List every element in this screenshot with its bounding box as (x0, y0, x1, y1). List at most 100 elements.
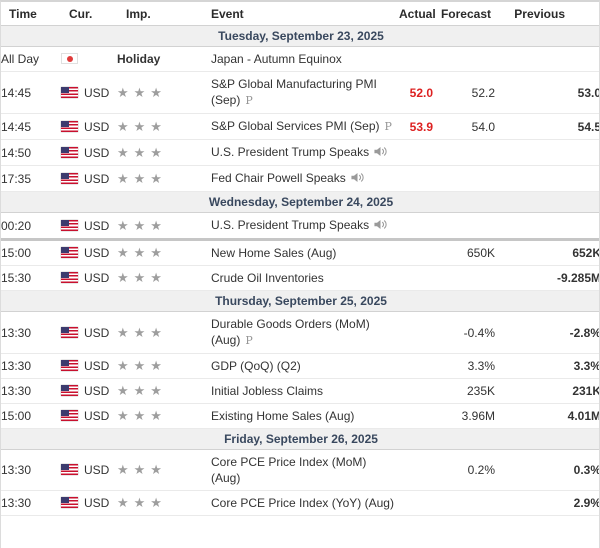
speaker-icon (374, 218, 387, 234)
event-cell: Existing Home Sales (Aug) (211, 403, 399, 429)
forecast-value: 0.2% (433, 449, 495, 491)
event-time: 13:30 (1, 449, 61, 491)
us-flag-icon (61, 272, 78, 283)
date-header-row: Wednesday, September 24, 2025 (1, 191, 599, 213)
event-title[interactable]: Core PCE Price Index (YoY) (Aug) (211, 496, 394, 510)
us-flag-icon (61, 120, 78, 132)
previous-value: 53.0 (495, 71, 599, 114)
importance-cell: ★★★ (117, 212, 211, 241)
forecast-value (433, 165, 495, 192)
importance-stars: ★★★ (117, 144, 167, 160)
event-time: 00:20 (1, 212, 61, 241)
actual-value (399, 46, 433, 72)
importance-cell: ★★★ (117, 165, 211, 192)
currency-cell: USD (61, 311, 117, 354)
forecast-value: 52.2 (433, 71, 495, 114)
event-title[interactable]: New Home Sales (Aug) (211, 246, 337, 260)
event-time: 13:30 (1, 311, 61, 354)
event-title[interactable]: U.S. President Trump Speaks (211, 218, 370, 232)
event-row: 13:30 USD ★★★ Initial Jobless Claims 235K 231… (1, 378, 599, 404)
event-time: 17:35 (1, 165, 61, 192)
date-header: Thursday, September 25, 2025 (1, 290, 599, 312)
forecast-value (433, 139, 495, 166)
previous-value: 3.3% (495, 353, 599, 379)
importance-stars: ★★★ (117, 270, 167, 285)
previous-value (495, 46, 599, 72)
actual-value (399, 353, 433, 379)
actual-value (399, 239, 433, 266)
us-flag-icon (61, 464, 78, 475)
event-time: 15:00 (1, 239, 61, 266)
event-time: 15:30 (1, 265, 61, 291)
previous-value (495, 212, 599, 241)
forecast-value (433, 212, 495, 241)
importance-stars: ★★★ (117, 324, 167, 340)
event-row: 17:35 USD ★★★ Fed Chair Powell Speaks (1, 165, 599, 192)
column-header-importance: Imp. (126, 7, 151, 21)
currency-cell: USD (61, 139, 117, 166)
actual-value (399, 311, 433, 354)
preliminary-icon: P (245, 334, 253, 347)
event-row: 14:50 USD ★★★ U.S. President Trump Speaks (1, 139, 599, 166)
importance-cell: ★★★ (117, 353, 211, 379)
importance-stars: ★★★ (117, 170, 167, 186)
event-cell: Core PCE Price Index (YoY) (Aug) (211, 490, 399, 516)
event-title[interactable]: S&P Global Manufacturing PMI (Sep) (211, 77, 377, 107)
event-cell: S&P Global Manufacturing PMI (Sep) P (211, 71, 399, 114)
actual-value (399, 490, 433, 516)
us-flag-icon (61, 410, 78, 421)
date-header-row: Thursday, September 25, 2025 (1, 290, 599, 312)
event-title[interactable]: GDP (QoQ) (Q2) (211, 359, 301, 373)
event-title[interactable]: Existing Home Sales (Aug) (211, 409, 355, 423)
currency-label: USD (84, 85, 110, 100)
importance-stars: ★★★ (117, 495, 167, 510)
event-title[interactable]: U.S. President Trump Speaks (211, 145, 370, 159)
currency-label: USD (84, 384, 110, 398)
forecast-value (433, 490, 495, 516)
previous-value: 231K (495, 378, 599, 404)
actual-value (399, 449, 433, 491)
previous-value: 652K (495, 239, 599, 266)
us-flag-icon (61, 385, 78, 396)
importance-stars: ★★★ (117, 217, 167, 233)
event-title[interactable]: Initial Jobless Claims (211, 384, 324, 398)
currency-cell: USD (61, 165, 117, 192)
event-cell: U.S. President Trump Speaks (211, 139, 399, 166)
event-time: 14:45 (1, 71, 61, 114)
importance-cell: ★★★ (117, 71, 211, 114)
column-header-actual: Actual (399, 7, 436, 21)
us-flag-icon (61, 146, 78, 158)
importance-stars: ★★★ (117, 408, 167, 423)
event-title[interactable]: S&P Global Services PMI (Sep) (211, 119, 380, 133)
currency-label: USD (84, 145, 110, 160)
event-title[interactable]: Durable Goods Orders (MoM) (Aug) (211, 317, 370, 347)
event-row: 00:20 USD ★★★ U.S. President Trump Speaks (1, 212, 599, 241)
event-cell: Core PCE Price Index (MoM) (Aug) (211, 449, 399, 491)
event-row: 15:00 USD ★★★ Existing Home Sales (Aug) 3.96… (1, 403, 599, 429)
column-header-time: Time (9, 7, 37, 21)
currency-cell: USD (61, 71, 117, 114)
holiday-badge: Holiday (117, 52, 161, 66)
event-time: 14:50 (1, 139, 61, 166)
actual-value: 53.9 (399, 113, 433, 140)
event-row: 13:30 USD ★★★ Core PCE Price Index (YoY) (A… (1, 490, 599, 516)
previous-value (495, 165, 599, 192)
us-flag-icon (61, 219, 78, 231)
us-flag-icon (61, 360, 78, 371)
currency-label: USD (84, 119, 110, 134)
event-title[interactable]: Fed Chair Powell Speaks (211, 171, 346, 185)
actual-value (399, 378, 433, 404)
event-title[interactable]: Crude Oil Inventories (211, 271, 324, 285)
previous-value: 2.9% (495, 490, 599, 516)
currency-label: USD (84, 171, 110, 186)
currency-label: USD (84, 359, 110, 373)
forecast-value: 54.0 (433, 113, 495, 140)
currency-cell: USD (61, 403, 117, 429)
previous-value: 4.01M (495, 403, 599, 429)
previous-value (495, 139, 599, 166)
currency-cell: USD (61, 239, 117, 266)
event-title[interactable]: Core PCE Price Index (MoM) (Aug) (211, 455, 367, 485)
event-title[interactable]: Japan - Autumn Equinox (211, 52, 342, 66)
column-header-row: Time Cur. Imp. Event Actual Forecast Pre… (1, 2, 599, 26)
us-flag-icon (61, 326, 78, 338)
